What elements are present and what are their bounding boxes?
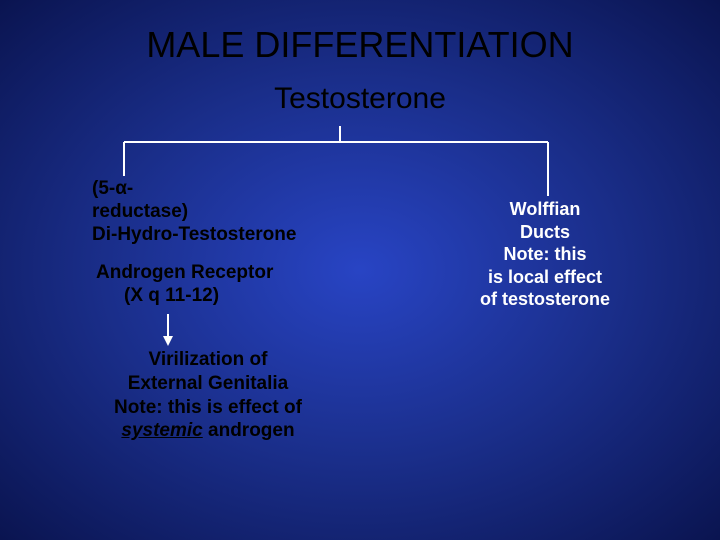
- virilization-block: Virilization of External Genitalia Note:…: [98, 348, 318, 443]
- wolffian-line-4: is local effect: [455, 266, 635, 289]
- wolffian-line-1: Wolffian: [455, 198, 635, 221]
- receptor-line-2: (X q 11-12): [96, 285, 273, 308]
- systemic-word: systemic: [121, 420, 202, 441]
- enzyme-dht-block: (5-α- reductase) Di-Hydro-Testosterone: [92, 178, 296, 246]
- androgen-word: androgen: [203, 420, 295, 441]
- viril-line-3: Note: this is effect of: [98, 396, 318, 420]
- wolffian-line-3: Note: this: [455, 243, 635, 266]
- viril-line-2: External Genitalia: [98, 372, 318, 396]
- wolffian-line-2: Ducts: [455, 221, 635, 244]
- enzyme-line-2: reductase): [92, 201, 296, 224]
- viril-line-1: Virilization of: [98, 348, 318, 372]
- dht-label: Di-Hydro-Testosterone: [92, 224, 296, 247]
- viril-line-4: systemic androgen: [98, 419, 318, 443]
- enzyme-line-1: (5-α-: [92, 178, 296, 201]
- page-subtitle: Testosterone: [0, 82, 720, 116]
- wolffian-line-5: of testosterone: [455, 288, 635, 311]
- receptor-line-1: Androgen Receptor: [96, 262, 273, 285]
- wolffian-block: Wolffian Ducts Note: this is local effec…: [455, 198, 635, 311]
- receptor-block: Androgen Receptor (X q 11-12): [96, 262, 273, 308]
- page-title: MALE DIFFERENTIATION: [0, 24, 720, 66]
